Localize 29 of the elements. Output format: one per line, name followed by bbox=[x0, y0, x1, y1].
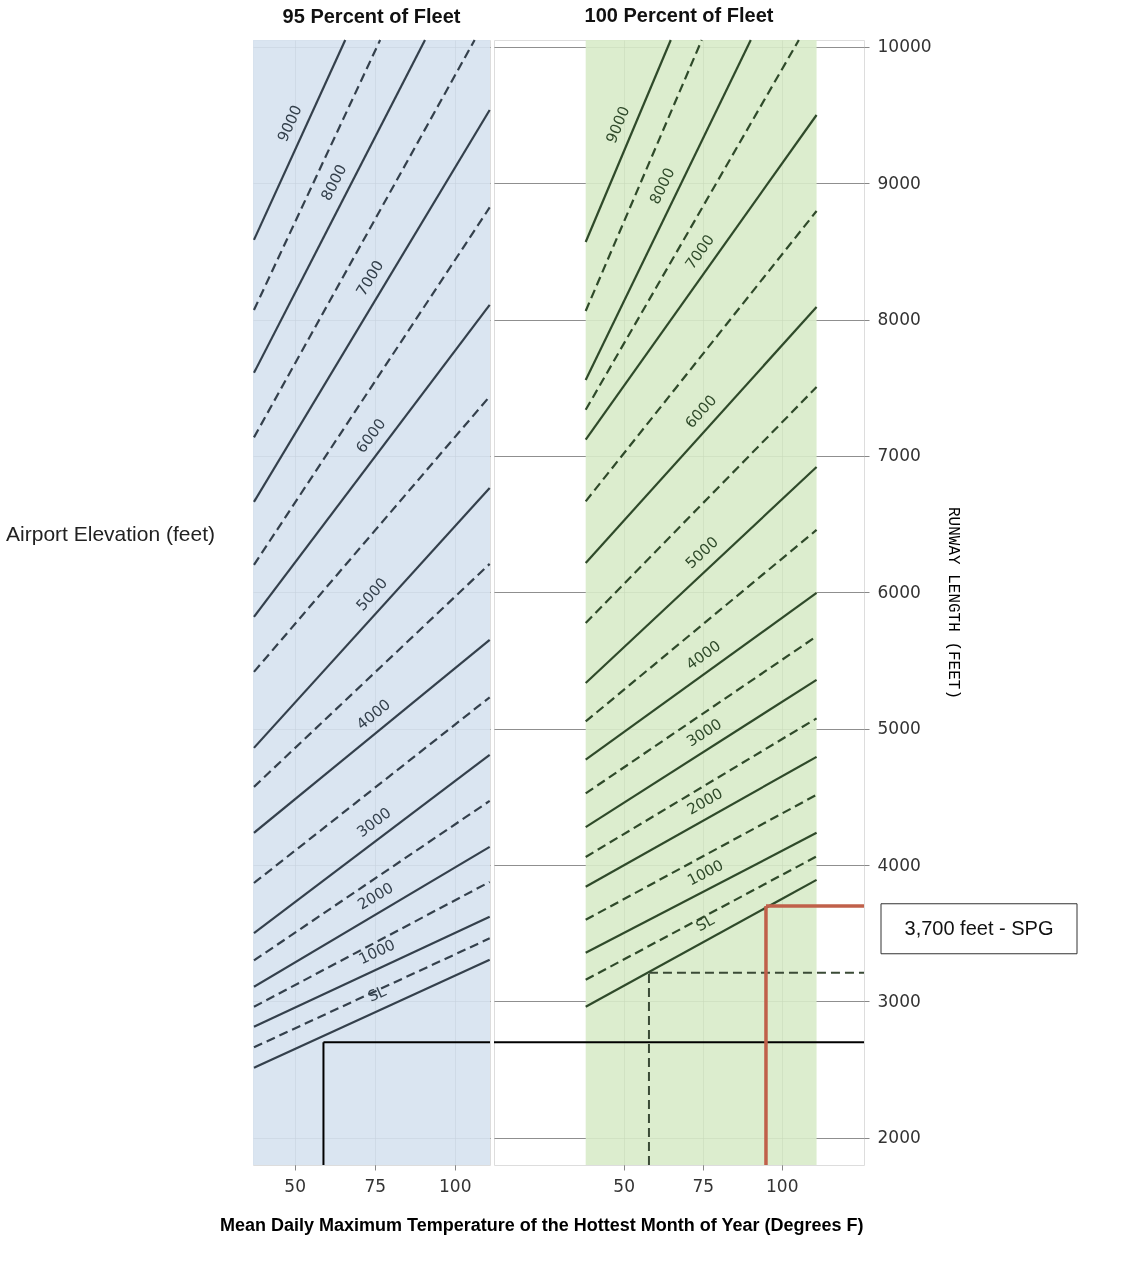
text: 9000 bbox=[602, 103, 634, 146]
text: Airport Elevation (feet) bbox=[6, 522, 215, 545]
x-tick-label: 100 bbox=[439, 1175, 472, 1196]
y-tick-label: 4000 bbox=[877, 854, 921, 875]
text: 9000 bbox=[273, 102, 306, 145]
y-axis-title: RUNWAY LENGTH (FEET) bbox=[943, 506, 962, 700]
y-tick-label: 9000 bbox=[877, 172, 921, 193]
x-tick-label: 100 bbox=[766, 1175, 799, 1196]
text: 8000 bbox=[317, 161, 351, 204]
text: 3,700 feet - SPG bbox=[904, 916, 1054, 939]
text: SL bbox=[365, 981, 390, 1006]
y-tick-label: 10000 bbox=[877, 36, 932, 57]
x-tick-label: 50 bbox=[284, 1175, 306, 1196]
y-tick-label: 6000 bbox=[877, 581, 921, 602]
y-tick-label: 3000 bbox=[877, 990, 921, 1011]
text: 1000 bbox=[684, 855, 727, 890]
x-tick-label: 75 bbox=[364, 1175, 387, 1196]
chart-title: 95 Percent of Fleet bbox=[282, 4, 461, 27]
chart-title: 100 Percent of Fleet bbox=[584, 3, 774, 26]
y-tick-label: 8000 bbox=[877, 309, 921, 330]
text: 1000 bbox=[355, 935, 398, 968]
y-tick-label: 2000 bbox=[877, 1127, 921, 1148]
x-axis-title: Mean Daily Maximum Temperature of the Hottest Month of Year (Degrees F) bbox=[220, 1214, 864, 1235]
text: 8000 bbox=[645, 164, 679, 208]
text: SL bbox=[692, 910, 718, 936]
y-tick-label: 5000 bbox=[877, 718, 921, 739]
y-tick-label: 7000 bbox=[877, 445, 921, 466]
x-tick-label: 50 bbox=[613, 1175, 635, 1196]
x-tick-label: 75 bbox=[692, 1175, 715, 1196]
